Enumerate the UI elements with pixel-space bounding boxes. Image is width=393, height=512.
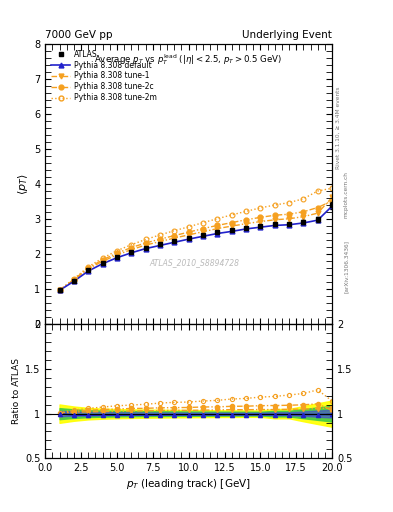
Text: [arXiv:1306.3436]: [arXiv:1306.3436] xyxy=(344,240,349,293)
Text: Underlying Event: Underlying Event xyxy=(242,30,332,40)
Legend: ATLAS, Pythia 8.308 default, Pythia 8.308 tune-1, Pythia 8.308 tune-2c, Pythia 8: ATLAS, Pythia 8.308 default, Pythia 8.30… xyxy=(49,47,160,104)
Y-axis label: Ratio to ATLAS: Ratio to ATLAS xyxy=(12,358,21,424)
Text: Average $p_T$ vs $p_T^{\rm lead}$ ($|\eta|<2.5$, $p_T>0.5$ GeV): Average $p_T$ vs $p_T^{\rm lead}$ ($|\et… xyxy=(94,52,283,67)
Text: 7000 GeV pp: 7000 GeV pp xyxy=(45,30,113,40)
Text: mcplots.cern.ch: mcplots.cern.ch xyxy=(344,171,349,218)
Text: ATLAS_2010_S8894728: ATLAS_2010_S8894728 xyxy=(149,258,239,267)
Y-axis label: $\langle p_T \rangle$: $\langle p_T \rangle$ xyxy=(16,173,30,195)
X-axis label: $p_T$ (leading track) [GeV]: $p_T$ (leading track) [GeV] xyxy=(126,477,251,492)
Text: Rivet 3.1.10, ≥ 3.4M events: Rivet 3.1.10, ≥ 3.4M events xyxy=(336,87,341,169)
